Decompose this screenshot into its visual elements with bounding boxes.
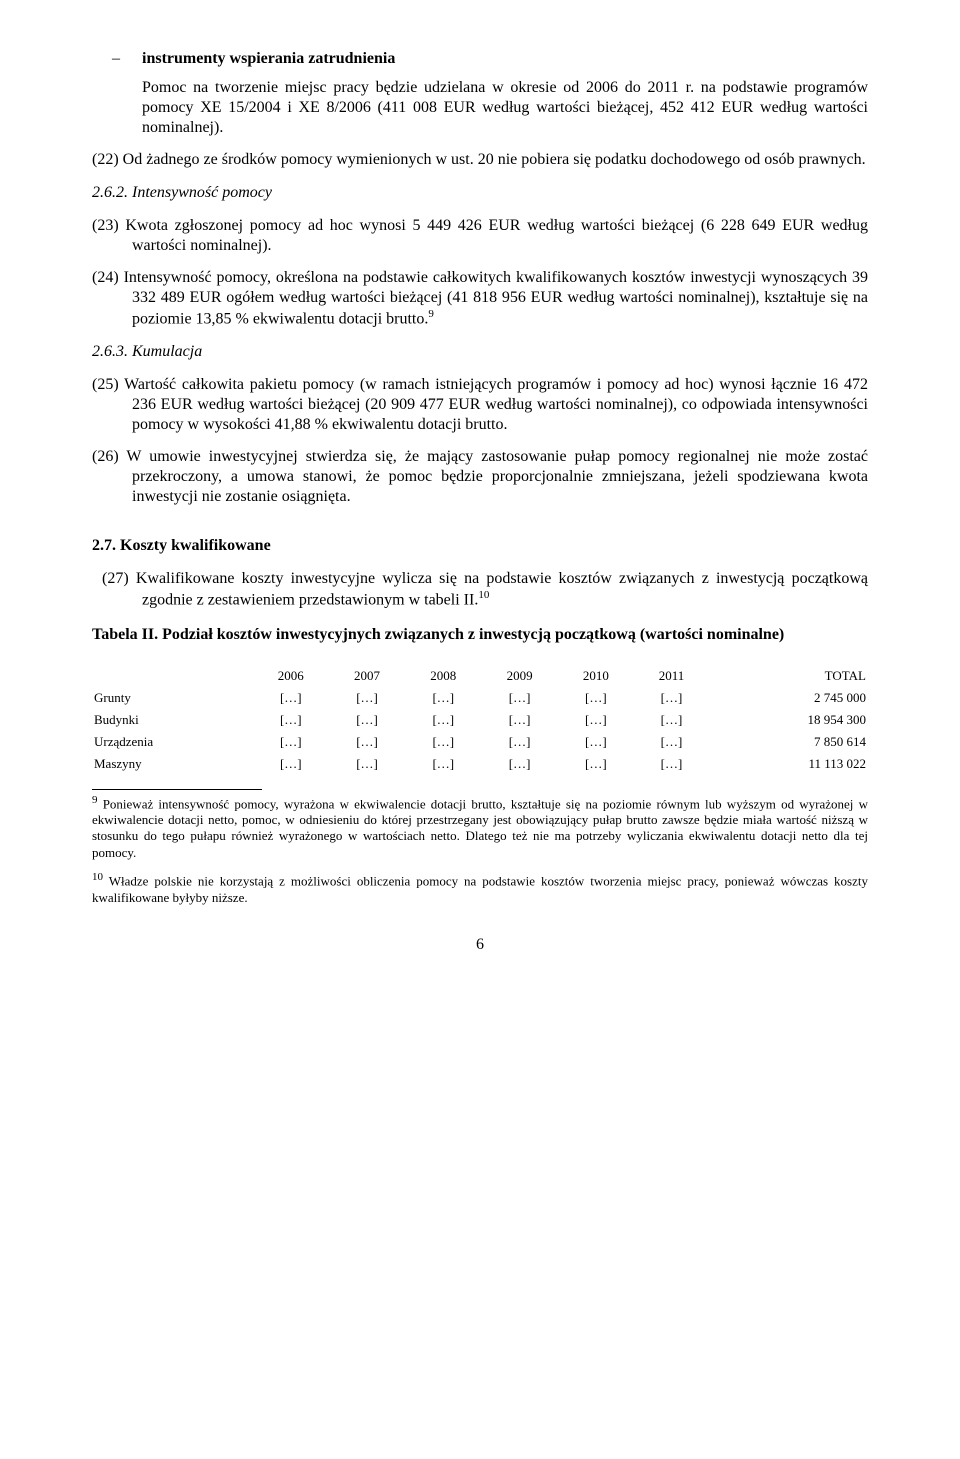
cell: […]	[329, 753, 405, 775]
paragraph-27: (27) Kwalifikowane koszty inwestycyjne w…	[92, 569, 868, 610]
cell: […]	[253, 687, 329, 709]
bullet-title: instrumenty wspierania zatrudnienia	[142, 50, 395, 67]
th-2007: 2007	[329, 665, 405, 687]
fn10-sup: 10	[92, 871, 103, 883]
cell: […]	[329, 731, 405, 753]
cell: […]	[405, 687, 481, 709]
cell: […]	[558, 687, 634, 709]
bullet-dash: –	[112, 50, 142, 68]
th-2009: 2009	[481, 665, 557, 687]
footnote-9: 9 Ponieważ intensywność pomocy, wyrażona…	[92, 794, 868, 861]
row-label: Urządzenia	[92, 731, 253, 753]
table-header-row: 2006 2007 2008 2009 2010 2011 TOTAL	[92, 665, 868, 687]
cell: […]	[405, 709, 481, 731]
cell: […]	[634, 753, 709, 775]
cell: […]	[558, 709, 634, 731]
cell: […]	[253, 753, 329, 775]
table-row: Budynki […] […] […] […] […] […] 18 954 3…	[92, 709, 868, 731]
row-total: 2 745 000	[709, 687, 868, 709]
cell: […]	[481, 687, 557, 709]
paragraph-23: (23) Kwota zgłoszonej pomocy ad hoc wyno…	[92, 216, 868, 256]
cell: […]	[405, 731, 481, 753]
paragraph-22: (22) Od żadnego ze środków pomocy wymien…	[92, 150, 868, 170]
footnote-10: 10 Władze polskie nie korzystają z możli…	[92, 871, 868, 906]
p24-sup: 9	[428, 308, 434, 320]
row-total: 11 113 022	[709, 753, 868, 775]
cell: […]	[558, 731, 634, 753]
row-label: Grunty	[92, 687, 253, 709]
paragraph-25: (25) Wartość całkowita pakietu pomocy (w…	[92, 375, 868, 435]
fn10-text: Władze polskie nie korzystają z możliwoś…	[92, 873, 868, 904]
th-2008: 2008	[405, 665, 481, 687]
th-2006: 2006	[253, 665, 329, 687]
heading-263: 2.6.3. Kumulacja	[92, 343, 868, 361]
th-2011: 2011	[634, 665, 709, 687]
intro-paragraph: Pomoc na tworzenie miejsc pracy będzie u…	[142, 78, 868, 138]
cell: […]	[634, 731, 709, 753]
cell: […]	[253, 709, 329, 731]
cell: […]	[481, 753, 557, 775]
fn9-text: Ponieważ intensywność pomocy, wyrażona w…	[92, 796, 868, 860]
costs-table: 2006 2007 2008 2009 2010 2011 TOTAL Grun…	[92, 665, 868, 775]
row-label: Maszyny	[92, 753, 253, 775]
cell: […]	[405, 753, 481, 775]
row-total: 18 954 300	[709, 709, 868, 731]
cell: […]	[329, 687, 405, 709]
paragraph-26: (26) W umowie inwestycyjnej stwierdza si…	[92, 447, 868, 507]
heading-27: 2.7. Koszty kwalifikowane	[92, 537, 868, 555]
cell: […]	[329, 709, 405, 731]
row-total: 7 850 614	[709, 731, 868, 753]
table-row: Maszyny […] […] […] […] […] […] 11 113 0…	[92, 753, 868, 775]
table-title-bold: Tabela II. Podział kosztów inwestycyjnyc…	[92, 626, 784, 643]
th-empty	[92, 665, 253, 687]
cell: […]	[558, 753, 634, 775]
p27-sup: 10	[478, 589, 489, 601]
cell: […]	[634, 709, 709, 731]
cell: […]	[481, 731, 557, 753]
p23-text: (23) Kwota zgłoszonej pomocy ad hoc wyno…	[92, 217, 868, 254]
paragraph-24: (24) Intensywność pomocy, określona na p…	[92, 268, 868, 329]
heading-262: 2.6.2. Intensywność pomocy	[92, 184, 868, 202]
th-total: TOTAL	[709, 665, 868, 687]
table-row: Urządzenia […] […] […] […] […] […] 7 850…	[92, 731, 868, 753]
p24-text: (24) Intensywność pomocy, określona na p…	[92, 269, 868, 327]
row-label: Budynki	[92, 709, 253, 731]
cell: […]	[634, 687, 709, 709]
th-2010: 2010	[558, 665, 634, 687]
footnote-divider	[92, 789, 262, 790]
cell: […]	[253, 731, 329, 753]
bullet-item: –instrumenty wspierania zatrudnienia	[92, 50, 868, 68]
page-number: 6	[92, 936, 868, 954]
table-row: Grunty […] […] […] […] […] […] 2 745 000	[92, 687, 868, 709]
page: –instrumenty wspierania zatrudnienia Pom…	[0, 0, 960, 984]
cell: […]	[481, 709, 557, 731]
table-title: Tabela II. Podział kosztów inwestycyjnyc…	[92, 625, 868, 645]
